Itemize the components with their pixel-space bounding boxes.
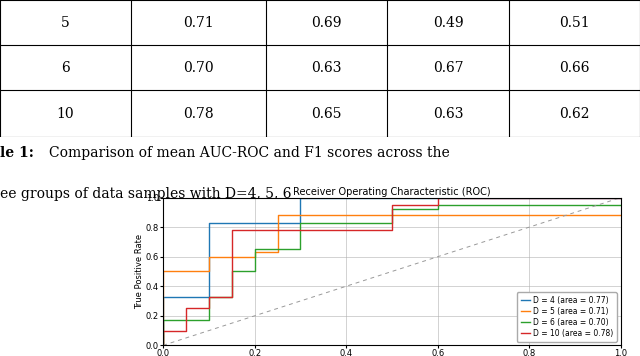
Text: 0.78: 0.78 bbox=[183, 107, 214, 121]
Title: Receiver Operating Characteristic (ROC): Receiver Operating Characteristic (ROC) bbox=[293, 187, 491, 197]
D = 10 (area = 0.78) bbox=[205, 294, 212, 299]
D = 6 (area = 0.70) bbox=[228, 269, 236, 274]
D = 5 (area = 0.71) bbox=[274, 250, 282, 255]
D = 5 (area = 0.71) bbox=[205, 269, 212, 274]
Text: 0.66: 0.66 bbox=[559, 61, 589, 75]
D = 6 (area = 0.70) bbox=[457, 203, 465, 207]
D = 10 (area = 0.78) bbox=[228, 228, 236, 232]
D = 10 (area = 0.78) bbox=[159, 343, 167, 347]
Text: 0.69: 0.69 bbox=[311, 16, 342, 30]
D = 5 (area = 0.71) bbox=[388, 213, 396, 218]
D = 6 (area = 0.70) bbox=[319, 221, 327, 225]
D = 4 (area = 0.77) bbox=[296, 195, 305, 200]
D = 4 (area = 0.77) bbox=[617, 195, 625, 200]
D = 4 (area = 0.77) bbox=[342, 195, 350, 200]
Text: 0.67: 0.67 bbox=[433, 61, 463, 75]
D = 10 (area = 0.78) bbox=[228, 294, 236, 299]
D = 10 (area = 0.78) bbox=[434, 203, 442, 207]
Text: 6: 6 bbox=[61, 61, 70, 75]
D = 5 (area = 0.71) bbox=[205, 255, 212, 259]
D = 6 (area = 0.70) bbox=[251, 247, 259, 251]
D = 6 (area = 0.70) bbox=[296, 221, 305, 225]
D = 6 (area = 0.70) bbox=[388, 207, 396, 211]
Line: D = 10 (area = 0.78): D = 10 (area = 0.78) bbox=[163, 198, 621, 345]
D = 10 (area = 0.78) bbox=[434, 195, 442, 200]
Text: Comparison of mean AUC-ROC and F1 scores across the: Comparison of mean AUC-ROC and F1 scores… bbox=[49, 146, 450, 161]
Line: D = 5 (area = 0.71): D = 5 (area = 0.71) bbox=[163, 215, 621, 345]
D = 6 (area = 0.70) bbox=[296, 247, 305, 251]
D = 4 (area = 0.77) bbox=[159, 294, 167, 299]
D = 6 (area = 0.70) bbox=[205, 318, 212, 322]
D = 5 (area = 0.71) bbox=[617, 213, 625, 218]
D = 4 (area = 0.77) bbox=[205, 221, 212, 225]
D = 4 (area = 0.77) bbox=[205, 294, 212, 299]
Line: D = 6 (area = 0.70): D = 6 (area = 0.70) bbox=[163, 205, 621, 345]
D = 6 (area = 0.70) bbox=[228, 294, 236, 299]
D = 5 (area = 0.71) bbox=[251, 255, 259, 259]
Text: ee groups of data samples with D=4, 5, 6: ee groups of data samples with D=4, 5, 6 bbox=[0, 187, 291, 201]
D = 5 (area = 0.71) bbox=[296, 213, 305, 218]
Text: 10: 10 bbox=[57, 107, 74, 121]
D = 5 (area = 0.71) bbox=[159, 343, 167, 347]
D = 4 (area = 0.77) bbox=[159, 343, 167, 347]
D = 6 (area = 0.70) bbox=[457, 203, 465, 207]
D = 10 (area = 0.78) bbox=[388, 228, 396, 232]
Text: 0.63: 0.63 bbox=[433, 107, 463, 121]
D = 5 (area = 0.71) bbox=[388, 213, 396, 218]
D = 10 (area = 0.78) bbox=[388, 203, 396, 207]
D = 6 (area = 0.70) bbox=[251, 269, 259, 274]
D = 5 (area = 0.71) bbox=[159, 269, 167, 274]
Text: 0.49: 0.49 bbox=[433, 16, 463, 30]
D = 10 (area = 0.78) bbox=[205, 306, 212, 310]
Text: 0.65: 0.65 bbox=[311, 107, 342, 121]
D = 6 (area = 0.70) bbox=[434, 203, 442, 207]
D = 4 (area = 0.77) bbox=[296, 221, 305, 225]
Line: D = 4 (area = 0.77): D = 4 (area = 0.77) bbox=[163, 198, 621, 345]
D = 6 (area = 0.70) bbox=[205, 294, 212, 299]
Text: le 1:: le 1: bbox=[0, 146, 34, 161]
Text: 0.70: 0.70 bbox=[183, 61, 214, 75]
Y-axis label: True Positive Rate: True Positive Rate bbox=[136, 234, 145, 309]
D = 10 (area = 0.78) bbox=[251, 228, 259, 232]
Text: 5: 5 bbox=[61, 16, 70, 30]
D = 6 (area = 0.70) bbox=[319, 221, 327, 225]
D = 10 (area = 0.78) bbox=[182, 328, 190, 333]
D = 10 (area = 0.78) bbox=[159, 328, 167, 333]
Text: 0.51: 0.51 bbox=[559, 16, 589, 30]
D = 6 (area = 0.70) bbox=[159, 318, 167, 322]
D = 5 (area = 0.71) bbox=[274, 213, 282, 218]
D = 4 (area = 0.77) bbox=[342, 195, 350, 200]
D = 6 (area = 0.70) bbox=[617, 203, 625, 207]
Text: 0.63: 0.63 bbox=[311, 61, 342, 75]
D = 5 (area = 0.71) bbox=[296, 213, 305, 218]
D = 10 (area = 0.78) bbox=[182, 306, 190, 310]
D = 6 (area = 0.70) bbox=[388, 221, 396, 225]
Text: 0.62: 0.62 bbox=[559, 107, 589, 121]
D = 6 (area = 0.70) bbox=[434, 207, 442, 211]
D = 10 (area = 0.78) bbox=[617, 195, 625, 200]
D = 5 (area = 0.71) bbox=[251, 250, 259, 255]
D = 10 (area = 0.78) bbox=[251, 228, 259, 232]
Legend: D = 4 (area = 0.77), D = 5 (area = 0.71), D = 6 (area = 0.70), D = 10 (area = 0.: D = 4 (area = 0.77), D = 5 (area = 0.71)… bbox=[517, 292, 617, 341]
Text: 0.71: 0.71 bbox=[183, 16, 214, 30]
D = 6 (area = 0.70) bbox=[159, 343, 167, 347]
